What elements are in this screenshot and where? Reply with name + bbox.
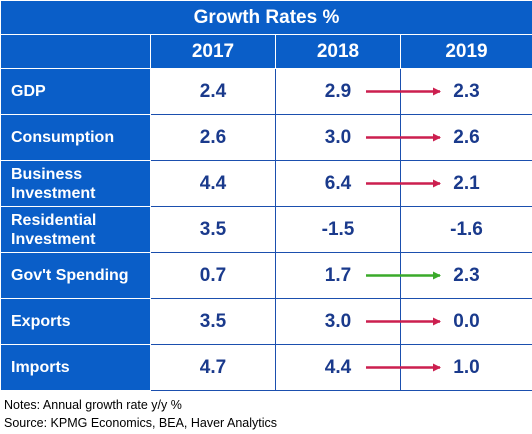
value-cell-2017: 0.7 — [150, 252, 276, 299]
row-label: Gov't Spending — [0, 252, 151, 299]
value-cell-2019: 1.0 — [399, 344, 532, 391]
row-label: GDP — [0, 68, 151, 115]
value-cell-2017: 2.4 — [150, 68, 276, 115]
table-row: Residential Investment 3.5 -1.5 -1.6 — [0, 206, 532, 253]
value-cell-2018: 3.0 — [275, 114, 401, 161]
row-label: Exports — [0, 298, 151, 345]
table-row: Exports 3.5 3.0 0.0 — [0, 298, 532, 345]
corner-cell — [0, 34, 151, 69]
column-header-2019: 2019 — [399, 34, 532, 69]
value-cell-2018: 4.4 — [275, 344, 401, 391]
value-cell-2019: 2.6 — [399, 114, 532, 161]
table-row: Imports 4.7 4.4 1.0 — [0, 344, 532, 391]
table-title: Growth Rates % — [0, 0, 532, 35]
table-row: Consumption 2.6 3.0 2.6 — [0, 114, 532, 161]
notes: Notes: Annual growth rate y/y % Source: … — [4, 396, 277, 432]
value-cell-2019: 2.1 — [399, 160, 532, 207]
value-cell-2017: 4.7 — [150, 344, 276, 391]
value-cell-2017: 3.5 — [150, 206, 276, 253]
value-cell-2018: 3.0 — [275, 298, 401, 345]
value-cell-2019: 2.3 — [399, 252, 532, 299]
row-label: Consumption — [0, 114, 151, 161]
value-cell-2017: 4.4 — [150, 160, 276, 207]
value-cell-2018: 1.7 — [275, 252, 401, 299]
value-cell-2019: -1.6 — [399, 206, 532, 253]
table-row: Gov't Spending 0.7 1.7 2.3 — [0, 252, 532, 299]
source-line: Source: KPMG Economics, BEA, Haver Analy… — [4, 416, 278, 430]
row-label: Business Investment — [0, 160, 151, 207]
value-cell-2019: 0.0 — [399, 298, 532, 345]
row-label: Imports — [0, 344, 151, 391]
value-cell-2019: 2.3 — [399, 68, 532, 115]
table-row: GDP 2.4 2.9 2.3 — [0, 68, 532, 115]
table-row: Business Investment 4.4 6.4 2.1 — [0, 160, 532, 207]
value-cell-2017: 3.5 — [150, 298, 276, 345]
notes-line: Notes: Annual growth rate y/y % — [4, 398, 182, 412]
value-cell-2018: 6.4 — [275, 160, 401, 207]
growth-rates-table: Growth Rates % 2017 2018 2019 GDP 2.4 2.9 2… — [0, 0, 532, 391]
value-cell-2018: -1.5 — [275, 206, 401, 253]
value-cell-2018: 2.9 — [275, 68, 401, 115]
column-header-2017: 2017 — [150, 34, 276, 69]
column-header-2018: 2018 — [275, 34, 401, 69]
row-label: Residential Investment — [0, 206, 151, 253]
value-cell-2017: 2.6 — [150, 114, 276, 161]
